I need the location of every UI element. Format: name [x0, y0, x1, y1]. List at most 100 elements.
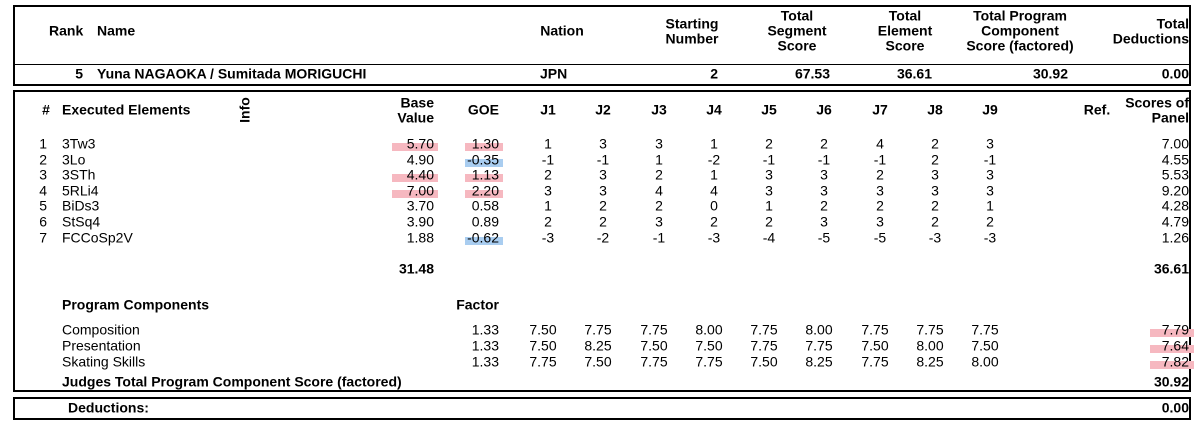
element-number: 7: [39, 229, 47, 246]
header-cell: Segment: [767, 22, 827, 39]
highlight: [465, 158, 503, 167]
highlight: [465, 189, 503, 198]
highlight: [392, 174, 438, 183]
element-number: 1: [39, 135, 47, 152]
element-name: 3STh: [62, 166, 96, 183]
judge-score: 2: [544, 213, 552, 230]
judge-score: 2: [655, 166, 663, 183]
deductions-value: 0.00: [1161, 399, 1189, 416]
judge-score: 2: [544, 166, 552, 183]
element-name: 5RLi4: [62, 182, 99, 199]
column-header: Executed Elements: [62, 101, 191, 118]
details-box: [13, 90, 1191, 392]
header-cell: Deductions: [1112, 30, 1189, 46]
highlight: [1150, 360, 1194, 369]
column-header: Scores of: [1125, 94, 1189, 110]
judge-score: 7.75: [805, 337, 833, 354]
panel-score: 4.79: [1161, 213, 1189, 230]
judge-score: 2: [820, 197, 828, 214]
judge-score: 8.25: [916, 353, 944, 370]
column-header: GOE: [467, 101, 499, 118]
header-cell: Rank: [49, 22, 84, 39]
base-value: 5.70: [406, 135, 434, 152]
deductions-label: Deductions:: [68, 399, 149, 416]
total-label: Judges Total Program Component Score (fa…: [62, 373, 402, 390]
judge-score: 7.75: [971, 321, 999, 338]
header-cell: Starting: [665, 15, 719, 31]
judge-score: 7.75: [861, 321, 889, 338]
skater-cell: 30.92: [1032, 65, 1068, 82]
element-number: 2: [39, 151, 47, 168]
skater-cell: 67.53: [794, 65, 830, 82]
column-header: Info: [236, 97, 253, 123]
panel-score: 7.00: [1161, 135, 1189, 152]
judge-score: 3: [931, 182, 939, 199]
panel-score: 5.53: [1161, 166, 1189, 183]
judge-score: 3: [655, 213, 663, 230]
base-value: 3.90: [406, 213, 434, 230]
judge-score: 8.25: [805, 353, 833, 370]
component-name: Skating Skills: [62, 353, 146, 370]
judge-score: -5: [817, 229, 831, 246]
judge-score: -1: [596, 151, 610, 168]
judge-score: 3: [820, 166, 828, 183]
judge-score: -1: [541, 151, 555, 168]
judge-score: 7.50: [750, 353, 778, 370]
highlight: [465, 236, 503, 245]
judge-score: 7.75: [750, 337, 778, 354]
skater-cell: JPN: [540, 65, 568, 82]
judge-score: 7.75: [750, 321, 778, 338]
column-header: J6: [816, 101, 832, 118]
deductions-box: [13, 397, 1191, 420]
header-cell: Total: [888, 7, 922, 24]
judge-score: 8.00: [916, 337, 944, 354]
judge-score: 3: [876, 182, 884, 199]
column-header: J9: [982, 101, 998, 118]
column-header: Value: [397, 109, 434, 125]
judge-score: 8.00: [695, 321, 723, 338]
divider: [15, 64, 1189, 65]
goe: 1.30: [471, 135, 499, 152]
judge-score: 7.50: [640, 337, 668, 354]
judge-score: 7.50: [861, 337, 889, 354]
total-value: 30.92: [1153, 373, 1189, 390]
judge-score: 4: [710, 182, 718, 199]
skater-cell: Yuna NAGAOKA / Sumitada MORIGUCHI: [97, 65, 367, 82]
header-cell: Score: [885, 37, 925, 54]
column-header: J3: [651, 101, 667, 118]
judge-score: 2: [876, 197, 884, 214]
judge-score: 2: [710, 213, 718, 230]
judge-score: 3: [599, 166, 607, 183]
judge-score: -1: [652, 229, 666, 246]
judge-score: 7.75: [584, 321, 612, 338]
goe: 0.58: [471, 197, 499, 214]
column-header: #: [42, 101, 50, 118]
header-cell: Score (factored): [966, 37, 1074, 54]
judge-score: 1: [710, 166, 718, 183]
judge-score: -2: [707, 151, 721, 168]
judge-score: 3: [765, 166, 773, 183]
judge-score: 3: [655, 135, 663, 152]
column-header: J1: [540, 101, 556, 118]
judge-score: 2: [765, 213, 773, 230]
base-value: 4.90: [406, 151, 434, 168]
element-name: FCCoSp2V: [62, 229, 133, 246]
header-cell: Score: [777, 37, 817, 54]
goe: 0.89: [471, 213, 499, 230]
judge-score: 3: [931, 166, 939, 183]
judge-score: 3: [986, 182, 994, 199]
judge-score: 7.75: [529, 353, 557, 370]
judge-score: -1: [762, 151, 776, 168]
panel-score: 4.28: [1161, 197, 1189, 214]
highlight: [392, 143, 438, 151]
column-header: Panel: [1151, 109, 1189, 125]
judge-score: -5: [873, 229, 887, 246]
judge-score: -2: [596, 229, 610, 246]
skater-cell: 5: [75, 65, 83, 82]
panel-score: 1.26: [1161, 229, 1189, 246]
header-cell: Nation: [540, 22, 584, 39]
judge-score: 7.75: [861, 353, 889, 370]
judge-score: 3: [765, 182, 773, 199]
element-name: BiDs3: [62, 197, 100, 214]
base-value: 3.70: [406, 197, 434, 214]
